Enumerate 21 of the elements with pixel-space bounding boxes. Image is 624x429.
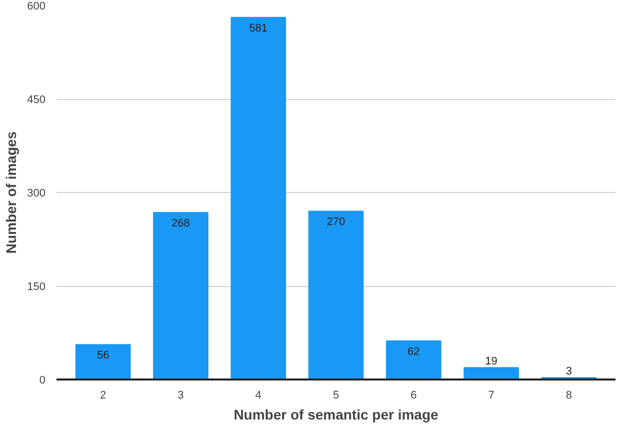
data-label: 56	[96, 350, 110, 362]
x-tick-label: 5	[332, 390, 340, 402]
y-tick-label: 0	[39, 374, 46, 386]
y-axis-title: Number of images	[3, 131, 20, 254]
x-tick-label: 2	[100, 390, 106, 402]
data-label: 581	[249, 22, 268, 34]
x-tick-label: 8	[566, 390, 572, 402]
data-label: 3	[566, 366, 572, 378]
x-tick-label: 3	[178, 390, 184, 402]
x-tick-label: 7	[488, 390, 494, 402]
y-tick-label: 150	[27, 281, 46, 293]
y-tick-label: 450	[27, 94, 46, 106]
x-tick-label: 6	[410, 390, 417, 402]
y-tick-label: 300	[27, 188, 46, 200]
x-axis-title: Number of semantic per image	[234, 406, 439, 422]
data-label: 19	[485, 356, 498, 368]
data-label: 270	[326, 216, 346, 228]
data-label: 268	[172, 217, 190, 230]
data-label: 62	[408, 346, 420, 358]
y-tick-label: 600	[27, 0, 46, 12]
x-tick-label: 4	[255, 390, 262, 402]
